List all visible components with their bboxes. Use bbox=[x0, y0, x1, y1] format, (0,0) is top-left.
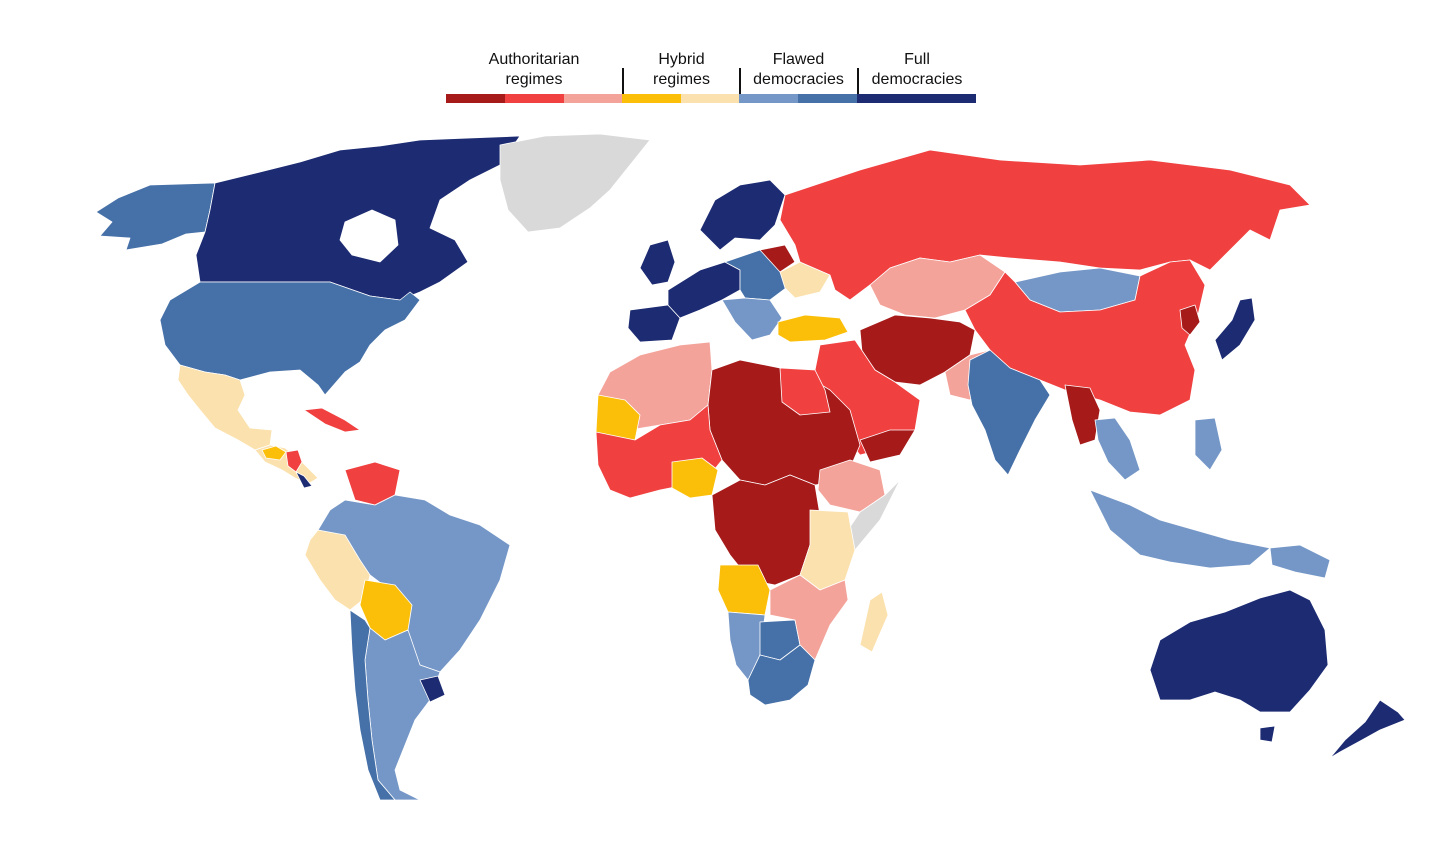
map-region-cuba bbox=[303, 407, 361, 433]
legend-label-authoritarian: Authoritarian regimes bbox=[488, 51, 580, 88]
legend-swatch bbox=[857, 94, 976, 103]
map-region-guatemala-honduras bbox=[261, 445, 287, 461]
legend-swatch bbox=[622, 94, 681, 103]
map-region-hudson-bay bbox=[339, 209, 399, 263]
map-region-iberia bbox=[627, 304, 681, 343]
legend-swatch bbox=[739, 94, 798, 103]
map-region-uruguay bbox=[419, 675, 446, 703]
map-region-costa-rica bbox=[295, 471, 313, 489]
map-region-nicaragua bbox=[285, 449, 303, 473]
legend-divider bbox=[857, 68, 859, 102]
map-region-thailand bbox=[1094, 417, 1141, 481]
legend-group-authoritarian: Authoritarian regimes bbox=[446, 48, 622, 104]
map-region-greenland bbox=[499, 133, 651, 233]
map-region-indonesia bbox=[1089, 489, 1271, 569]
legend-divider bbox=[622, 68, 624, 102]
legend-swatch bbox=[446, 94, 505, 103]
legend-swatch bbox=[564, 94, 622, 103]
legend-swatch bbox=[505, 94, 564, 103]
map-region-uk-ireland bbox=[639, 239, 676, 286]
map-region-mexico bbox=[177, 364, 273, 451]
map-region-australia bbox=[1149, 589, 1329, 713]
map-region-belarus bbox=[759, 244, 796, 273]
legend-label-full: Full democracies bbox=[871, 51, 963, 88]
map-region-scandinavia bbox=[699, 179, 786, 251]
legend-swatch bbox=[681, 94, 739, 103]
map-region-japan bbox=[1214, 297, 1256, 361]
map-region-myanmar bbox=[1064, 384, 1101, 446]
map-region-egypt bbox=[779, 367, 831, 416]
map-region-turkey bbox=[777, 314, 849, 343]
legend-group-flawed: Flawed democracies bbox=[740, 48, 857, 104]
legend-swatch bbox=[798, 94, 857, 103]
map-region-south-africa bbox=[747, 644, 816, 706]
legend-divider bbox=[739, 68, 741, 102]
map-region-balkans bbox=[721, 297, 783, 341]
legend-group-full: Full democracies bbox=[858, 48, 976, 104]
map-region-madagascar bbox=[859, 591, 889, 653]
map-region-tasmania bbox=[1259, 725, 1276, 743]
map-region-papua-new-guinea bbox=[1269, 544, 1331, 579]
map-region-chile bbox=[349, 609, 396, 801]
map-region-new-zealand bbox=[1329, 699, 1406, 759]
map-region-alaska bbox=[95, 182, 216, 251]
legend-group-hybrid: Hybrid regimes bbox=[623, 48, 740, 104]
map-region-mozambique-zimbabwe bbox=[769, 574, 849, 661]
map-region-india bbox=[967, 349, 1051, 476]
map-region-north-korea bbox=[1179, 304, 1201, 336]
map-region-western-europe bbox=[667, 261, 741, 319]
map-region-united-states bbox=[159, 281, 421, 396]
legend: Authoritarian regimes Hybrid regimes Fla… bbox=[446, 48, 976, 104]
legend-label-flawed: Flawed democracies bbox=[753, 51, 844, 88]
map-region-yemen bbox=[859, 429, 916, 463]
legend-label-hybrid: Hybrid regimes bbox=[653, 51, 710, 88]
map-region-philippines bbox=[1194, 417, 1223, 471]
